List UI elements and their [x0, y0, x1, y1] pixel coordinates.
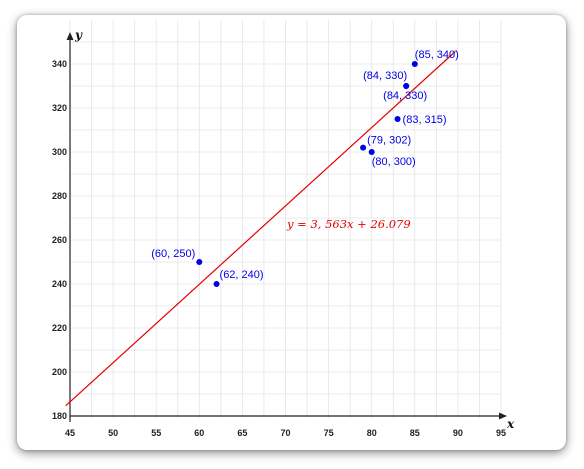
chart-card	[17, 15, 566, 450]
data-point	[368, 149, 375, 155]
y-tick-label: 300	[52, 147, 67, 157]
y-tick-label: 180	[52, 411, 67, 421]
x-tick-label: 80	[367, 428, 377, 438]
grid	[69, 20, 502, 418]
trendline	[65, 51, 456, 407]
point-label: (62, 240)	[220, 269, 264, 281]
y-axis-arrow	[66, 32, 74, 40]
x-tick-label: 90	[453, 428, 463, 438]
point-labels: (60, 250) (62, 240) (79, 302) (80, 300) (83,…	[151, 49, 459, 281]
tick-labels: 45 50 55 60 65 70 75 80 85 90 95 180 200 220 240 260 280…	[52, 59, 506, 438]
data-point	[411, 61, 418, 67]
x-tick-label: 55	[151, 428, 161, 438]
data-point	[196, 259, 203, 265]
point-label: (80, 300)	[372, 156, 416, 168]
data-point	[403, 83, 410, 89]
x-tick-label: 70	[280, 428, 290, 438]
y-tick-label: 220	[52, 323, 67, 333]
point-label: (79, 302)	[367, 135, 411, 147]
y-tick-label: 340	[52, 59, 67, 69]
x-tick-label: 60	[194, 428, 204, 438]
axes	[66, 32, 507, 422]
x-tick-label: 85	[410, 428, 420, 438]
x-axis-title: x	[506, 417, 515, 431]
point-label: (83, 315)	[403, 114, 447, 126]
y-tick-label: 260	[52, 235, 67, 245]
y-tick-label: 200	[52, 367, 67, 377]
y-tick-label: 320	[52, 103, 67, 113]
point-label: (85, 340)	[415, 49, 459, 61]
point-label: (84, 330)	[383, 90, 427, 102]
x-tick-label: 45	[65, 428, 75, 438]
trendline-group	[65, 51, 456, 407]
data-point	[360, 144, 367, 151]
y-tick-label: 240	[52, 279, 67, 289]
point-label: (84, 330)	[363, 70, 407, 82]
y-tick-label: 280	[52, 191, 67, 201]
data-points	[196, 61, 418, 287]
trendline-equation: y = 3, 563x + 26.079	[286, 217, 411, 231]
data-point	[394, 116, 401, 122]
x-axis-arrow	[499, 412, 507, 420]
x-tick-label: 95	[496, 428, 506, 438]
point-label: (60, 250)	[151, 248, 195, 260]
x-tick-label: 65	[237, 428, 247, 438]
data-point	[213, 281, 220, 287]
x-tick-label: 50	[108, 428, 118, 438]
y-axis-title: y	[74, 28, 83, 42]
x-tick-label: 75	[324, 428, 334, 438]
